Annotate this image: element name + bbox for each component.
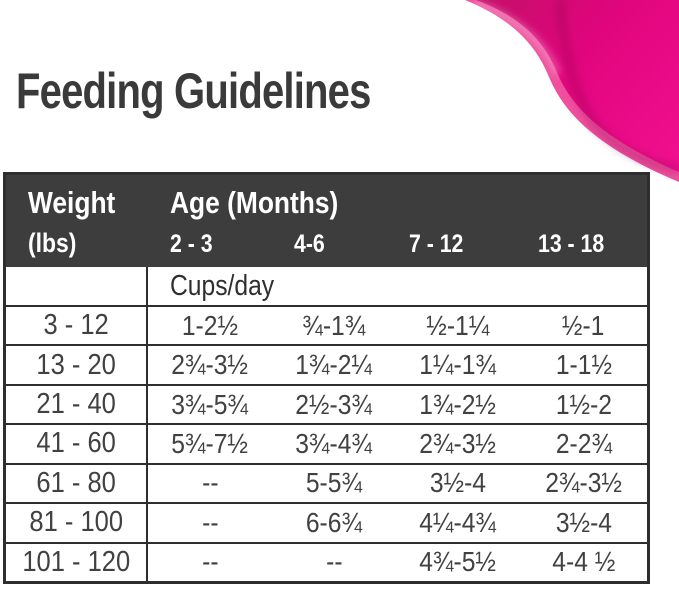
age-col-label-1: 4-6 <box>294 230 325 258</box>
weight-header-label: Weight <box>28 185 116 220</box>
cups-value-cell: 1-1½ <box>555 349 612 381</box>
cups-value-cell: 4¾-5½ <box>419 546 497 578</box>
cups-value-cell: -- <box>325 546 343 578</box>
cups-value-cell: ¾-1¾ <box>302 309 366 341</box>
swoosh-body <box>475 0 679 172</box>
table-header-row: Weight (lbs) Age (Months) 2 - 3 4-6 7 - … <box>6 175 647 267</box>
cups-value-cell: 3¾-4¾ <box>295 427 373 459</box>
table-row: 61 - 80 -- 5-5¾ 3½-4 2¾-3½ <box>6 462 647 503</box>
age-col-label-2: 7 - 12 <box>409 230 464 258</box>
table-row: 3 - 12 1-2½ ¾-1¾ ½-1¼ ½-1 <box>6 305 647 345</box>
cups-value-cell: ½-1¼ <box>426 309 490 341</box>
cups-value-cell: 3½-4 <box>555 506 612 538</box>
cups-value-cell: ½-1 <box>562 309 605 341</box>
age-header-label: Age (Months) <box>170 185 339 220</box>
age-col-label-0: 2 - 3 <box>170 230 213 258</box>
cups-value-cell: 1½-2 <box>555 388 612 420</box>
weight-header: Weight (lbs) <box>6 175 148 267</box>
table-row: 21 - 40 3¾-5¾ 2½-3¾ 1¾-2½ 1½-2 <box>6 383 647 424</box>
weight-range-cell: 101 - 120 <box>22 545 130 578</box>
table-row: 13 - 20 2¾-3½ 1¾-2¼ 1¼-1¾ 1-1½ <box>6 344 647 384</box>
cups-value-cell: -- <box>201 467 219 499</box>
cups-value-cell: 1¼-1¾ <box>419 349 497 381</box>
units-row-weight-cell <box>6 267 148 305</box>
cups-value-cell: 3½-4 <box>429 467 487 499</box>
weight-unit-label: (lbs) <box>28 228 77 258</box>
age-col-label-3: 13 - 18 <box>538 230 605 258</box>
weight-range-cell: 21 - 40 <box>36 388 116 421</box>
cups-value-cell: 2¾-3½ <box>171 349 249 381</box>
table-row: 101 - 120 -- -- 4¾-5½ 4-4 ½ <box>6 541 647 581</box>
cups-value-cell: 6-6¾ <box>305 506 363 538</box>
weight-range-cell: 81 - 100 <box>29 506 123 539</box>
cups-value-cell: 2-2¾ <box>555 427 612 459</box>
cups-value-cell: 2¾-3½ <box>545 467 622 499</box>
cups-value-cell: 3¾-5¾ <box>171 388 249 420</box>
age-subheader-row: 2 - 3 4-6 7 - 12 13 - 18 <box>148 230 647 259</box>
table-row: 81 - 100 -- 6-6¾ 4¼-4¾ 3½-4 <box>6 502 647 542</box>
cups-value-cell: 1¾-2½ <box>419 388 497 420</box>
cups-value-cell: -- <box>201 506 219 538</box>
cups-value-cell: 1¾-2¼ <box>295 349 373 381</box>
weight-range-cell: 13 - 20 <box>36 348 116 381</box>
feeding-table: Weight (lbs) Age (Months) 2 - 3 4-6 7 - … <box>3 172 650 584</box>
weight-range-cell: 3 - 12 <box>43 309 109 342</box>
cups-value-cell: 4¼-4¾ <box>419 506 497 538</box>
cups-value-cell: 5-5¾ <box>305 467 363 499</box>
units-label: Cups/day <box>170 269 275 302</box>
swoosh-sheen <box>473 0 561 75</box>
weight-range-cell: 41 - 60 <box>36 427 116 460</box>
age-header: Age (Months) 2 - 3 4-6 7 - 12 13 - 18 <box>148 175 647 267</box>
swoosh-rim <box>464 0 679 182</box>
page-title: Feeding Guidelines <box>16 63 371 119</box>
cups-value-cell: 2¾-3½ <box>419 427 497 459</box>
cups-value-cell: 1-2½ <box>181 309 239 341</box>
cups-value-cell: 5¾-7½ <box>171 427 249 459</box>
table-row: 41 - 60 5¾-7½ 3¾-4¾ 2¾-3½ 2-2¾ <box>6 423 647 463</box>
cups-value-cell: 2½-3¾ <box>295 388 373 420</box>
weight-range-cell: 61 - 80 <box>36 466 116 499</box>
units-row: Cups/day <box>6 267 647 305</box>
swoosh-fold-shade <box>555 0 679 175</box>
cups-value-cell: -- <box>201 546 219 578</box>
cups-value-cell: 4-4 ½ <box>551 546 616 578</box>
